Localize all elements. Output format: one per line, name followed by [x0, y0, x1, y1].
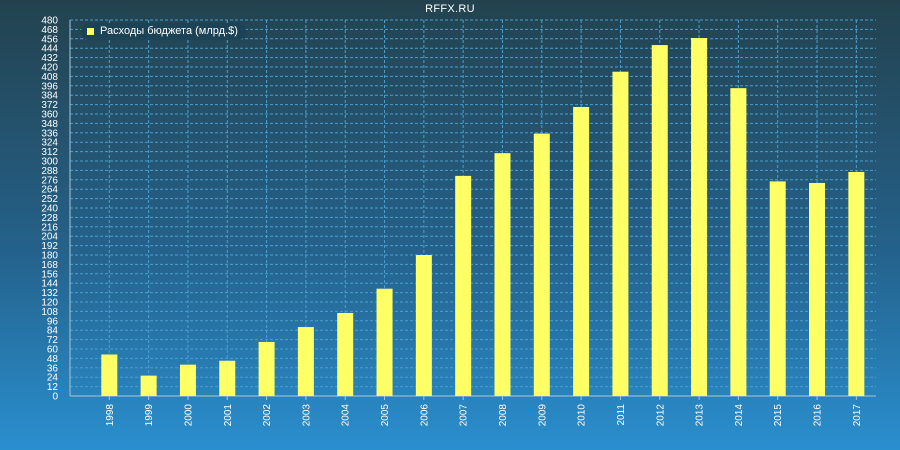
y-tick-label: 312 [41, 147, 58, 158]
x-tick-label: 2000 [183, 404, 194, 427]
y-tick-label: 36 [47, 363, 59, 374]
x-tick-label: 2010 [577, 404, 588, 427]
x-tick-label: 2012 [655, 404, 666, 427]
y-tick-label: 408 [41, 72, 58, 83]
y-tick-label: 252 [41, 194, 58, 205]
y-tick-label: 72 [47, 335, 59, 346]
y-tick-label: 456 [41, 34, 58, 45]
y-tick-label: 144 [41, 279, 58, 290]
bar-2006 [415, 255, 432, 396]
x-tick-label: 2004 [341, 404, 352, 427]
y-tick-label: 12 [47, 382, 59, 393]
bar-2004 [337, 312, 354, 396]
y-tick-label: 96 [47, 316, 59, 327]
x-tick-label: 1999 [144, 404, 155, 427]
y-tick-label: 384 [41, 91, 58, 102]
y-tick-label: 480 [41, 16, 58, 27]
y-tick-label: 360 [41, 110, 58, 121]
y-tick-label: 120 [41, 298, 58, 309]
bar-2010 [573, 106, 590, 396]
y-tick-label: 84 [47, 326, 59, 337]
y-tick-label: 264 [41, 185, 58, 196]
y-tick-label: 204 [41, 232, 58, 243]
bar-2014 [730, 88, 747, 397]
bar-2000 [179, 364, 196, 396]
x-tick-label: 2011 [616, 404, 627, 426]
site-title: RFFX.RU [425, 3, 475, 15]
y-tick-label: 288 [41, 166, 58, 177]
y-tick-label: 336 [41, 128, 58, 139]
y-tick-label: 276 [41, 175, 58, 186]
y-tick-label: 432 [41, 53, 58, 64]
y-tick-label: 216 [41, 222, 58, 233]
x-tick-label: 2016 [813, 404, 824, 427]
bar-2017 [848, 171, 865, 396]
y-tick-label: 372 [41, 100, 58, 111]
bar-1999 [140, 375, 157, 396]
bar-2007 [455, 175, 472, 396]
y-tick-label: 240 [41, 204, 58, 215]
bar-2009 [533, 133, 550, 397]
bar-2003 [297, 327, 314, 396]
y-tick-label: 192 [41, 241, 58, 252]
bar-2015 [769, 181, 786, 396]
bar-2005 [376, 288, 393, 396]
y-tick-label: 48 [47, 354, 59, 365]
bar-2016 [809, 182, 826, 396]
y-tick-label: 468 [41, 25, 58, 36]
y-tick-label: 168 [41, 260, 58, 271]
y-tick-label: 444 [41, 44, 58, 55]
x-tick-label: 2014 [734, 404, 745, 427]
y-tick-label: 228 [41, 213, 58, 224]
y-tick-label: 156 [41, 269, 58, 280]
x-tick-label: 2008 [498, 404, 509, 427]
bar-2013 [691, 38, 708, 397]
x-tick-label: 2003 [301, 404, 312, 427]
x-tick-label: 2015 [773, 404, 784, 427]
legend-swatch [87, 28, 94, 35]
x-tick-label: 2002 [262, 404, 273, 427]
x-tick-label: 2007 [459, 404, 470, 427]
x-tick-label: 1998 [105, 404, 116, 427]
bar-2002 [258, 341, 275, 396]
legend-label: Расходы бюджета (млрд.$) [100, 25, 238, 37]
legend: Расходы бюджета (млрд.$) [81, 23, 246, 40]
bar-2001 [219, 360, 236, 396]
x-tick-label: 2013 [695, 404, 706, 427]
y-tick-label: 132 [41, 288, 58, 299]
x-tick-label: 2017 [852, 404, 863, 427]
y-tick-label: 324 [41, 138, 58, 149]
x-tick-label: 2006 [419, 404, 430, 427]
bar-2008 [494, 153, 511, 396]
y-tick-label: 420 [41, 63, 58, 74]
y-tick-label: 108 [41, 307, 58, 318]
x-tick-label: 2009 [537, 404, 548, 427]
x-tick-label: 2005 [380, 404, 391, 427]
y-tick-label: 60 [47, 345, 59, 356]
y-tick-label: 180 [41, 251, 58, 262]
bar-2012 [651, 45, 668, 397]
y-tick-label: 24 [47, 373, 59, 384]
y-tick-label: 0 [52, 392, 58, 403]
y-tick-label: 300 [41, 157, 58, 168]
y-tick-label: 348 [41, 119, 58, 130]
bar-1998 [101, 354, 118, 396]
y-tick-label: 396 [41, 81, 58, 92]
bar-2011 [612, 71, 629, 396]
x-tick-label: 2001 [223, 404, 234, 427]
